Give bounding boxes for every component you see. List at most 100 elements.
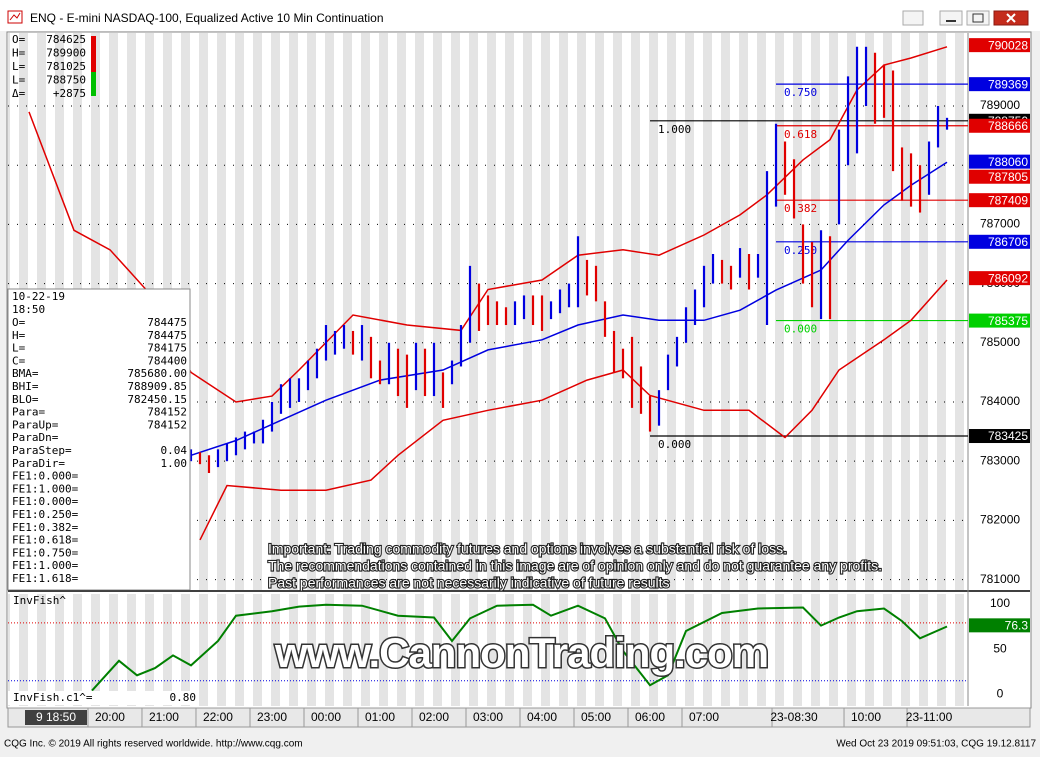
minimize-button[interactable] xyxy=(939,10,963,26)
data-label: O= xyxy=(12,316,26,329)
data-label: BMA= xyxy=(12,367,39,380)
data-value: 784152 xyxy=(147,406,187,419)
price-badge xyxy=(969,118,1030,133)
data-label: FE1:0.000= xyxy=(12,495,79,508)
fib-label: 0.000 xyxy=(658,438,691,451)
time-tick-label: 22:00 xyxy=(203,710,233,724)
disclaimer-line: Important: Trading commodity futures and… xyxy=(268,541,787,557)
price-badge-label: 787805 xyxy=(988,170,1028,184)
price-badge-label: 788666 xyxy=(988,119,1028,133)
band-line xyxy=(190,161,948,457)
legend-value: 781025 xyxy=(46,60,86,73)
legend-value: 789900 xyxy=(46,47,86,60)
data-time: 18:50 xyxy=(12,303,45,316)
app-icon-glyph xyxy=(9,12,21,21)
indicator-layer xyxy=(8,603,968,692)
data-label: BHI= xyxy=(12,380,39,393)
time-tick-label: 23-11:00 xyxy=(906,710,953,724)
data-label: FE1:1.000= xyxy=(12,482,79,495)
band-line xyxy=(28,46,948,403)
indicator-param-label: InvFish.c1^= xyxy=(13,691,93,704)
price-badge xyxy=(969,193,1030,208)
app-icon xyxy=(7,10,23,24)
cursor-time: 9 18:50 xyxy=(36,710,76,724)
footer-right: Wed Oct 23 2019 09:51:03, CQG 19.12.8117 xyxy=(836,739,1036,750)
data-label: C= xyxy=(12,354,26,367)
legend-bar xyxy=(91,36,96,72)
time-tick-label: 23-08:30 xyxy=(770,710,818,724)
data-date: 10-22-19 xyxy=(12,290,65,303)
data-value: 0.04 xyxy=(161,444,188,457)
time-tick-label: 06:00 xyxy=(635,710,665,724)
band-line xyxy=(199,279,948,541)
time-tick-label: 00:00 xyxy=(311,710,341,724)
time-tick-label: 05:00 xyxy=(581,710,611,724)
legend-label: H= xyxy=(12,47,26,60)
legend-value: +2875 xyxy=(53,87,86,100)
data-label: FE1:0.250= xyxy=(12,508,79,521)
fib-label: 0.000 xyxy=(784,323,817,336)
data-value: 1.00 xyxy=(161,457,188,470)
data-value: 785680.00 xyxy=(127,367,187,380)
overlay-layer: 7810007820007830007840007850007860007870… xyxy=(4,33,1036,750)
indicator-name: InvFish^ xyxy=(13,594,66,607)
time-tick-label: 10:00 xyxy=(851,710,881,724)
indicator-tick-label: 0 xyxy=(997,686,1004,700)
title-bar xyxy=(0,0,1040,31)
price-badge xyxy=(969,271,1030,286)
data-label: ParaDir= xyxy=(12,457,65,470)
price-badge-label: 783425 xyxy=(988,429,1028,443)
legend-value: 784625 xyxy=(46,33,86,46)
data-box xyxy=(7,288,191,591)
link-button[interactable] xyxy=(902,10,924,26)
data-label: ParaDn= xyxy=(12,431,59,444)
price-badge-label: 786706 xyxy=(988,235,1028,249)
data-label: ParaUp= xyxy=(12,418,59,431)
price-badge-label: 789369 xyxy=(988,77,1028,91)
maximize-button[interactable] xyxy=(966,10,990,26)
price-badge-label: 790028 xyxy=(988,38,1028,52)
data-value: 784400 xyxy=(147,354,187,367)
legend-label: L= xyxy=(12,74,26,87)
time-tick-label: 07:00 xyxy=(689,710,719,724)
data-value: 784152 xyxy=(147,418,187,431)
data-value: 788909.85 xyxy=(127,380,187,393)
price-badge xyxy=(969,234,1030,249)
data-value: 784475 xyxy=(147,316,187,329)
price-badge xyxy=(969,169,1030,184)
footer-left: CQG Inc. © 2019 All rights reserved worl… xyxy=(4,739,303,750)
price-badge-label: 785375 xyxy=(988,314,1028,328)
price-tick-label: 785000 xyxy=(980,335,1020,349)
time-tick-label: 21:00 xyxy=(149,710,179,724)
time-axis xyxy=(7,707,1031,728)
price-badge xyxy=(969,77,1030,92)
price-tick-label: 787000 xyxy=(980,217,1020,231)
price-tick-label: 783000 xyxy=(980,453,1020,467)
data-label: ParaStep= xyxy=(12,444,72,457)
price-tick-label: 781000 xyxy=(980,572,1020,586)
indicator-tick-label: 50 xyxy=(993,641,1007,655)
price-tick-label: 784000 xyxy=(980,394,1020,408)
indicator-line xyxy=(91,603,948,692)
price-badge xyxy=(969,38,1030,53)
data-label: FE1:0.382= xyxy=(12,521,79,534)
watermark: www.CannonTrading.com xyxy=(274,629,768,676)
price-badge xyxy=(969,313,1030,328)
price-layer: 1.000 0.750 0.618 0.382 0.250 0.000 0.000 xyxy=(8,46,968,581)
indicator-param-value: 0.80 xyxy=(170,691,197,704)
data-label: Para= xyxy=(12,406,45,419)
data-value: 782450.15 xyxy=(127,393,187,406)
legend-label: L= xyxy=(12,60,26,73)
price-badge-label: 786092 xyxy=(988,271,1028,285)
price-tick-label: 782000 xyxy=(980,513,1020,527)
fib-label: 1.000 xyxy=(658,123,691,136)
price-badge xyxy=(969,429,1030,444)
cursor-time-box xyxy=(25,710,87,725)
time-tick-label: 03:00 xyxy=(473,710,503,724)
indicator-badge-label: 76.3 xyxy=(1005,619,1029,633)
data-label: H= xyxy=(12,329,26,342)
indicator-badge xyxy=(969,618,1030,633)
price-badge-label: 788060 xyxy=(988,155,1028,169)
